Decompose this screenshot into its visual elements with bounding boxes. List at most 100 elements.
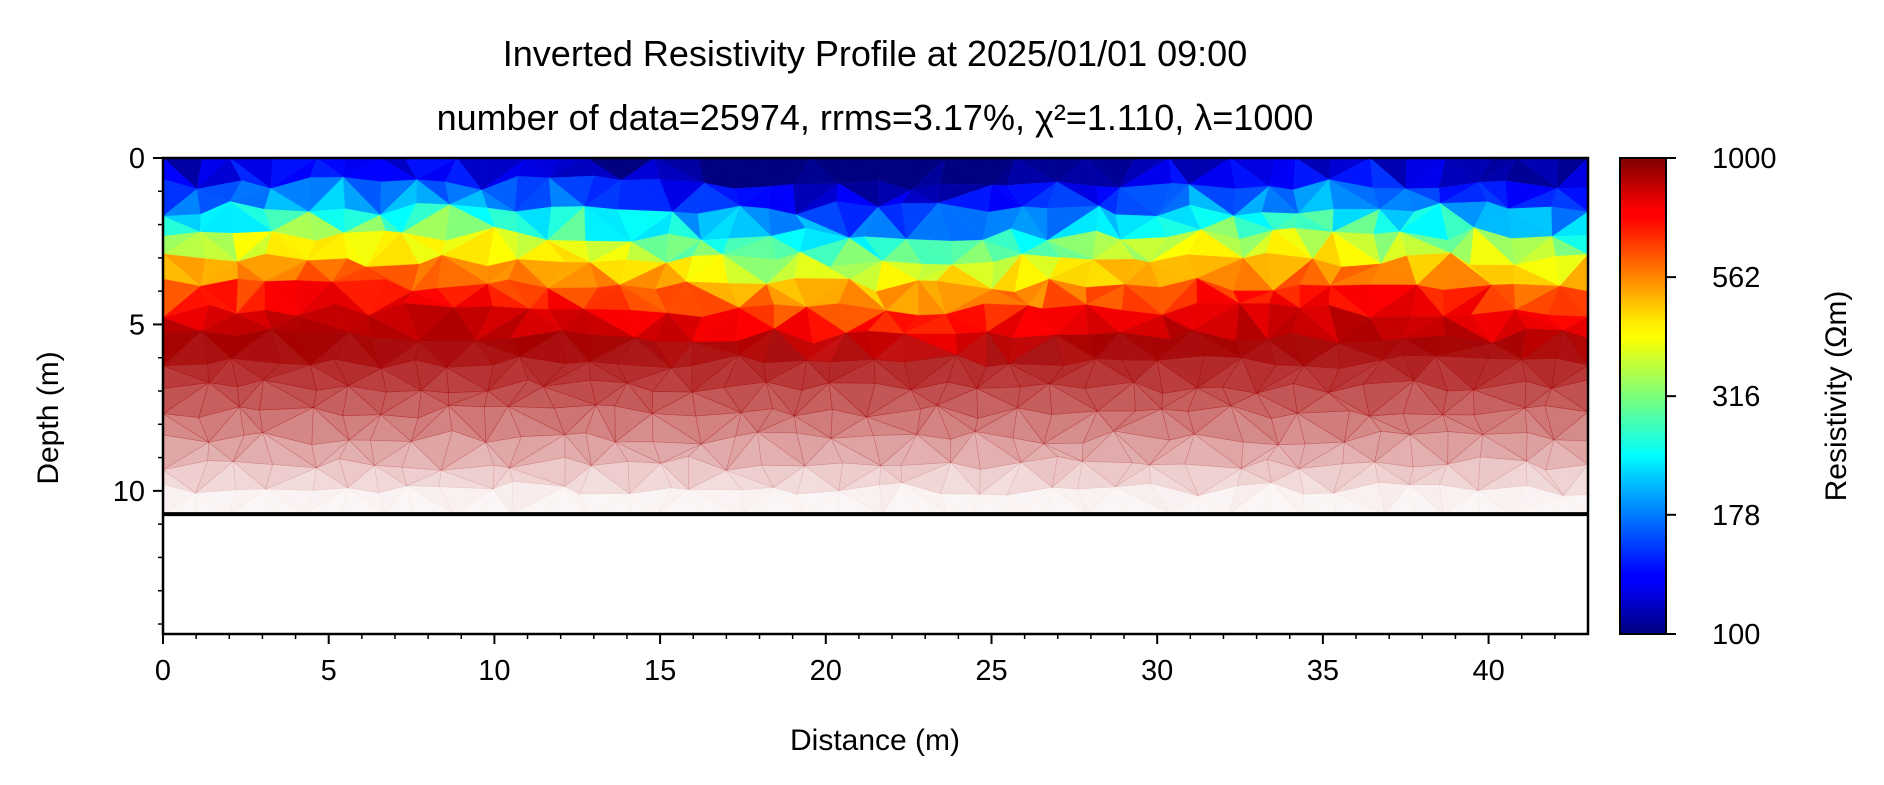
mesh-cell xyxy=(1161,408,1195,441)
mesh-cell xyxy=(370,439,413,466)
mesh-cell xyxy=(1043,442,1084,462)
mesh-cell xyxy=(232,432,274,465)
mesh-cell xyxy=(1115,486,1172,515)
mesh-cell xyxy=(373,464,408,494)
x-tick-label: 35 xyxy=(1307,655,1339,687)
mesh-cell xyxy=(585,404,617,443)
mesh-cell xyxy=(1509,495,1564,515)
colorbar xyxy=(1619,157,1667,635)
mesh-cell xyxy=(879,434,918,467)
mesh-cell xyxy=(238,406,264,434)
mesh-cell xyxy=(629,487,672,515)
mesh-cell xyxy=(614,412,654,443)
mesh-cell xyxy=(438,486,493,515)
x-tick-label: 0 xyxy=(155,655,171,687)
mesh-cell xyxy=(726,464,775,488)
y-tick-label: 0 xyxy=(129,143,145,175)
mesh-cell xyxy=(796,432,832,467)
mesh-cell xyxy=(448,390,489,408)
mesh-cell xyxy=(1198,485,1238,515)
mesh-cell xyxy=(1077,460,1117,490)
mesh-cell xyxy=(865,416,917,436)
mesh-cell xyxy=(484,406,509,444)
mesh-cell xyxy=(916,404,938,435)
mesh-cell xyxy=(373,440,412,468)
mesh-cell xyxy=(342,414,382,441)
mesh-cell xyxy=(590,441,629,466)
mesh-cell xyxy=(627,461,662,495)
mesh-cell xyxy=(838,490,883,515)
mesh-cell xyxy=(374,465,408,487)
mesh-cell xyxy=(163,493,198,515)
mesh-cell xyxy=(829,435,882,467)
mesh-cell xyxy=(1148,433,1195,466)
mesh-cell xyxy=(1007,487,1053,515)
mesh-cell xyxy=(1524,407,1555,441)
mesh-cell xyxy=(1552,439,1588,465)
mesh-cell xyxy=(1343,415,1382,443)
colorbar-axis: 100 178 316 562 1000 xyxy=(1666,143,1777,651)
mesh-cell xyxy=(1409,433,1449,468)
mesh-cell xyxy=(838,465,882,491)
mesh-cell xyxy=(760,464,806,488)
mesh-cell xyxy=(741,487,774,515)
mesh-cell xyxy=(579,493,630,515)
mesh-cell xyxy=(1262,482,1303,515)
mesh-cell xyxy=(304,487,348,515)
mesh-cell xyxy=(198,406,241,443)
mesh-cell xyxy=(1148,463,1199,497)
mesh-cell xyxy=(312,467,349,491)
mesh-cell xyxy=(440,430,487,471)
mesh-cell xyxy=(1374,430,1411,463)
mesh-cell xyxy=(757,431,806,467)
mesh-cell xyxy=(1241,444,1279,469)
mesh-cell xyxy=(163,441,210,471)
mesh-cell xyxy=(882,482,920,515)
mesh-cell xyxy=(480,488,512,515)
mesh-cell xyxy=(756,431,806,467)
mesh-cell xyxy=(370,414,413,442)
mesh-cell xyxy=(1442,414,1484,436)
mesh-cell xyxy=(1006,461,1053,496)
mesh-cell xyxy=(757,415,798,434)
mesh-cell xyxy=(564,486,590,515)
x-tick-label: 20 xyxy=(810,655,842,687)
mesh-cell xyxy=(1526,460,1564,496)
mesh-cell xyxy=(1228,482,1273,515)
mesh-cell xyxy=(804,437,844,467)
y-tick-label: 5 xyxy=(129,309,145,341)
mesh-cell xyxy=(735,411,759,437)
mesh-cell xyxy=(873,434,918,467)
mesh-cell xyxy=(447,404,487,443)
mesh-cell xyxy=(553,404,597,436)
mesh-cell xyxy=(508,434,565,469)
mesh-cell xyxy=(1228,482,1272,515)
mesh-cell xyxy=(406,485,455,515)
mesh-cell xyxy=(974,407,1018,439)
mesh-cell xyxy=(1088,486,1129,515)
mesh-cell xyxy=(1438,463,1479,491)
mesh-cell xyxy=(879,465,903,486)
mesh-cell xyxy=(1297,463,1344,494)
mesh-cell xyxy=(208,434,245,462)
mesh-cell xyxy=(660,443,702,464)
mesh-cell xyxy=(564,464,593,495)
mesh-cell xyxy=(265,464,317,490)
mesh-cell xyxy=(1298,441,1345,469)
mesh-cell xyxy=(1477,460,1528,491)
mesh-cell xyxy=(1149,433,1195,466)
mesh-cell xyxy=(347,487,386,515)
mesh-cell xyxy=(1447,433,1484,465)
mesh-cell xyxy=(1271,482,1304,515)
mesh-cell xyxy=(1551,495,1588,515)
mesh-cell xyxy=(1481,407,1528,435)
mesh-cell xyxy=(1020,443,1059,463)
mesh-cell xyxy=(1333,482,1385,515)
mesh-cell xyxy=(1447,431,1484,465)
mesh-cell xyxy=(401,466,442,487)
mesh-cell xyxy=(838,484,883,515)
mesh-cell xyxy=(725,431,762,471)
mesh-cell xyxy=(1408,463,1448,486)
mesh-cell xyxy=(564,456,593,487)
mesh-cell xyxy=(263,364,317,391)
